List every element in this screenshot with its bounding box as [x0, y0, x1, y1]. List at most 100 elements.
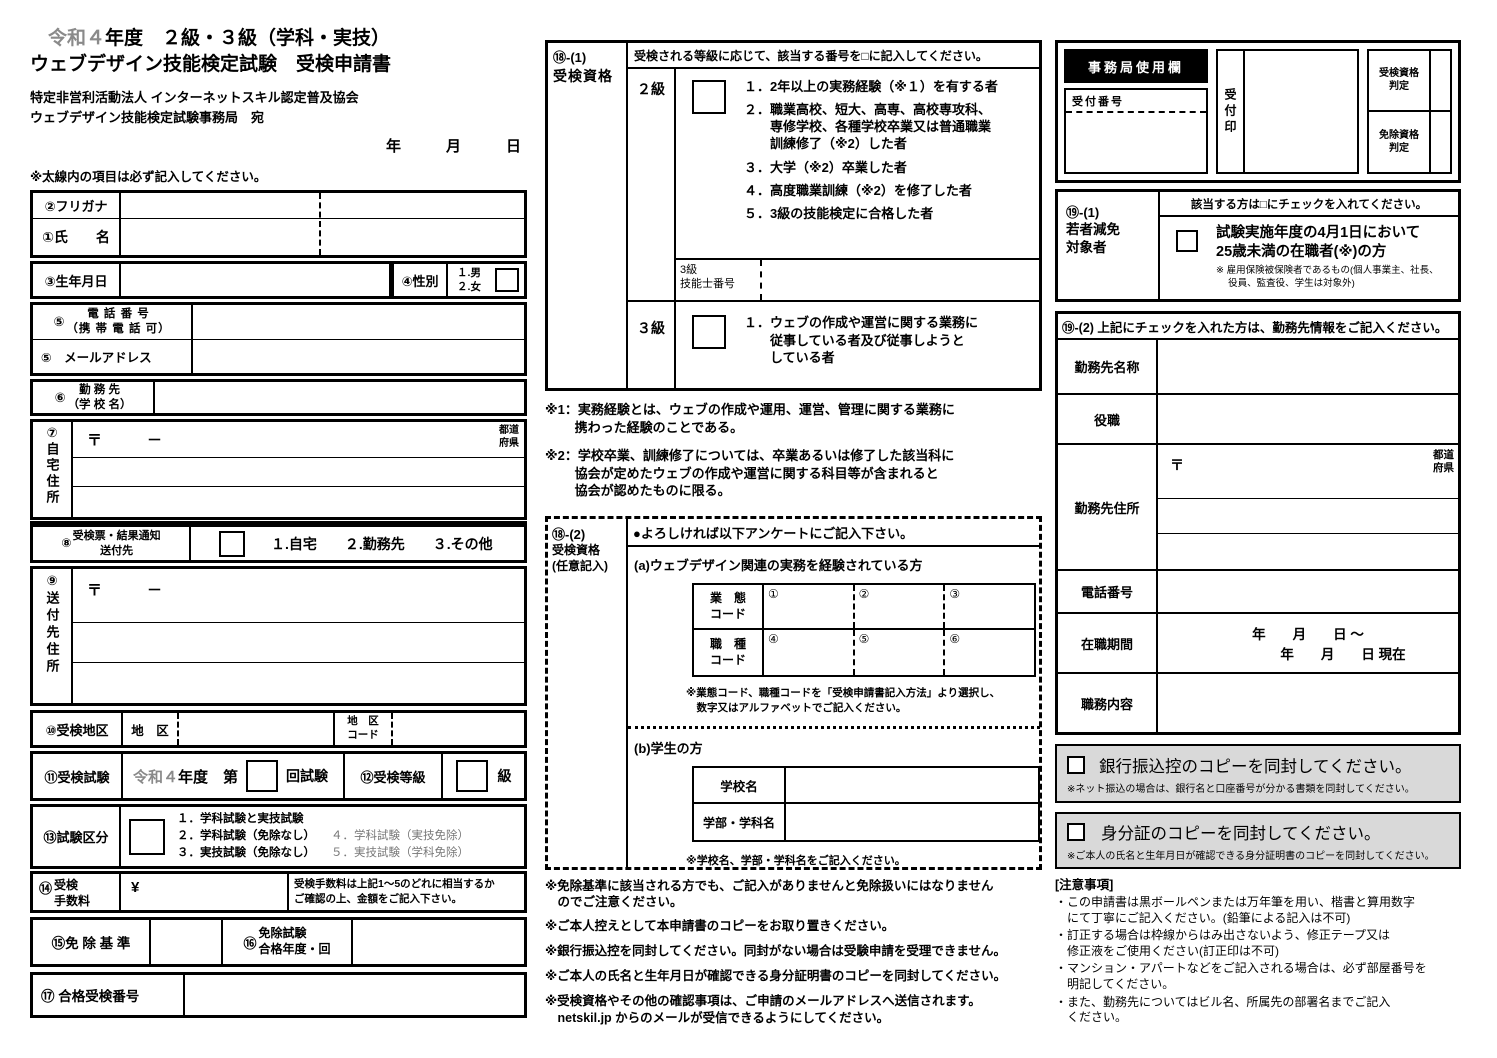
employer-name-input[interactable]: [1158, 340, 1458, 393]
id-copy-panel: 身分証のコピーを同封してください。 ※ご本人の氏名と生年月日が確認できる身分証明…: [1055, 812, 1461, 869]
biz-code-input-2[interactable]: ②: [852, 585, 944, 628]
pass-number-label: ⑰ 合格受検番号: [33, 975, 185, 1015]
fee-label: ⑭ 受検 手数料: [33, 874, 121, 910]
home-label: 自宅住所: [44, 442, 60, 506]
gender-options: １.男 ２.女: [457, 266, 481, 293]
general-note: ※ご本人の氏名と生年月日が確認できる身分証明書のコピーを同封してください。: [545, 969, 1007, 983]
sendto-section: ⑧ 受検票・結果通知 送付先 １.自宅 ２.勤務先 ３.その他: [30, 521, 527, 563]
period-input[interactable]: 年 月 日 ～ 年 月 日 現在: [1158, 614, 1458, 672]
youth-label: 若者減免 対象者: [1066, 222, 1120, 256]
employer-address-input-1[interactable]: [1158, 499, 1458, 534]
org-line2: ウェブデザイン技能検定試験事務局 宛: [30, 109, 265, 125]
footnote-1: ※1：実務経験とは、ウェブの作成や運用、運営、管理に関する業務に 携わった経験の…: [545, 402, 955, 435]
employer-address-input-2[interactable]: [1158, 534, 1458, 569]
home-postal-mark: 〒 －: [87, 432, 163, 449]
fee-label-no: ⑭: [39, 881, 53, 896]
furigana-label: ②フリガナ: [33, 193, 121, 218]
workplace-input[interactable]: [155, 382, 524, 413]
pass-number-input[interactable]: [185, 975, 524, 1015]
general-note: ※免除基準に該当される方でも、ご記入がありませんと免除扱いにはなりません のでご…: [545, 879, 994, 910]
date-field[interactable]: 年 月 日: [385, 138, 521, 156]
biz-code-input-3[interactable]: ③: [943, 585, 1034, 628]
employer-postal-input[interactable]: 〒 都道 府県: [1158, 445, 1458, 499]
footnote-2: ※2：学校卒業、訓練修了については、卒業あるいは修了した該当科に 協会が定めたウ…: [545, 448, 955, 499]
employer-section: ⑲-(2) 上記にチェックを入れた方は、勤務先情報をご記入ください。 勤務先名称…: [1055, 311, 1461, 735]
exemption-judge-box[interactable]: [1431, 112, 1450, 173]
position-input[interactable]: [1158, 395, 1458, 443]
exam-round-input[interactable]: [246, 760, 279, 792]
sendto-label-no: ⑧: [61, 535, 72, 550]
license-number-input[interactable]: [762, 260, 1039, 300]
duty-input[interactable]: [1158, 674, 1458, 732]
qualification-judge-label: 受検資格 判定: [1369, 51, 1431, 112]
school-name-input[interactable]: [786, 768, 1038, 802]
home-address-input-2[interactable]: [73, 487, 524, 517]
qualification-judge-box[interactable]: [1431, 51, 1450, 112]
exempt-exam-input[interactable]: [353, 920, 524, 964]
gender-checkbox[interactable]: [495, 268, 519, 292]
exemption-section: ⑮免 除 基 準 ⑯ 免除試験 合格年度・回: [30, 917, 527, 967]
district-input[interactable]: [177, 713, 333, 745]
employer-phone-label: 電話番号: [1058, 571, 1158, 612]
survey-b-title: (b)学生の方: [634, 741, 703, 757]
period-line1: 年 月 日 ～: [1252, 627, 1364, 642]
exam-round-section: ⑪受検試験 令和４ 年度 第 回試験 ⑫受検等級 級: [30, 751, 527, 801]
home-address-input-1[interactable]: [73, 458, 524, 487]
email-input[interactable]: [193, 340, 524, 373]
exempt-exam-no: ⑯: [243, 935, 257, 951]
employer-name-label: 勤務先名称: [1058, 340, 1158, 393]
period-line2: 年 月 日 現在: [1280, 647, 1406, 662]
category-checkbox[interactable]: [129, 818, 165, 855]
job-code-input-1[interactable]: ④: [764, 630, 853, 675]
furigana-input[interactable]: [121, 193, 524, 218]
sendto-checkbox[interactable]: [219, 530, 245, 557]
workplace-label-no: ⑥: [54, 389, 66, 405]
youth-checkbox[interactable]: [1176, 230, 1198, 252]
district-code-input[interactable]: [391, 713, 524, 745]
home-postal-input[interactable]: 〒 － 都道 府県: [73, 422, 524, 458]
job-code-input-2[interactable]: ⑤: [852, 630, 944, 675]
sendto-postal-input[interactable]: 〒 －: [73, 569, 524, 623]
grade3-checkbox[interactable]: [692, 315, 726, 349]
job-code-input-3[interactable]: ⑥: [943, 630, 1034, 675]
id-copy-checkbox[interactable]: [1067, 823, 1085, 841]
form-title-line1: 令和４年度 ２級・３級（学科・実技）: [48, 28, 391, 49]
id-copy-label: 身分証のコピーを同封してください。: [1101, 825, 1381, 843]
category-label: ⑬試験区分: [33, 807, 121, 866]
grade2-checkbox[interactable]: [692, 80, 726, 114]
grade3-label: ３級: [628, 302, 676, 388]
youth-main-text: 試験実施年度の4月1日において 25歳未満の在職者(※)の方: [1216, 225, 1421, 260]
employer-prefecture-label: 都道 府県: [1433, 449, 1454, 475]
receipt-stamp-area[interactable]: [1245, 51, 1357, 172]
survey-a-title: (a)ウェブデザイン関連の実務を経験されている方: [634, 558, 923, 573]
receipt-number-label: 受付番号: [1066, 90, 1206, 113]
grade-input[interactable]: [455, 760, 488, 792]
workplace-section: ⑥ 勤 務 先 （学 校 名）: [30, 379, 527, 416]
general-note: ※銀行振込控を同封してください。同封がない場合は受験申請を受理できません。: [545, 943, 1007, 958]
sendto-address-input-2[interactable]: [73, 663, 524, 703]
bank-copy-checkbox[interactable]: [1067, 756, 1085, 774]
phone-input[interactable]: [193, 305, 524, 339]
grade3-item: １．ウェブの作成や運営に関する業務に 従事している者及び従事しようと している者: [744, 315, 979, 366]
category-section: ⑬試験区分 １．学科試験と実技試験 ２．学科試験（免除なし） ３．実技試験（免除…: [30, 804, 527, 869]
home-label-no: ⑦: [46, 425, 58, 440]
biz-code-input-1[interactable]: ①: [764, 585, 853, 628]
receipt-number-box[interactable]: 受付番号: [1064, 88, 1208, 174]
qualification-section: ⑱-(1) 受検資格 受検される等級に応じて、該当する番号を□に記入してください…: [545, 40, 1042, 391]
sendto-addr-no: ⑨: [46, 573, 58, 588]
sendto-address-input-1[interactable]: [73, 623, 524, 663]
employer-phone-input[interactable]: [1158, 571, 1458, 612]
birth-input[interactable]: [121, 264, 389, 296]
fee-input[interactable]: ¥: [121, 874, 289, 910]
cell-no: ④: [768, 632, 779, 646]
faculty-input[interactable]: [786, 804, 1038, 840]
exempt-input[interactable]: [151, 920, 223, 964]
bank-copy-note: ※ネット振込の場合は、銀行名と口座番号が分かる書類を同封してください。: [1067, 784, 1415, 795]
org-line1: 特定非営利活動法人 インターネットスキル認定普及協会: [30, 90, 359, 106]
receipt-stamp-label: 受付印: [1218, 51, 1245, 172]
bank-copy-panel: 銀行振込控のコピーを同封してください。 ※ネット振込の場合は、銀行名と口座番号が…: [1055, 744, 1461, 803]
exam-era-rest: 年度 第: [178, 768, 239, 786]
survey-header: ●よろしければ以下アンケートにご記入下さい。: [628, 519, 1040, 547]
name-input[interactable]: [121, 219, 524, 255]
